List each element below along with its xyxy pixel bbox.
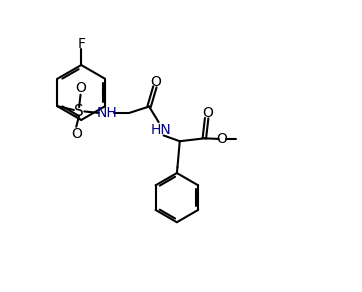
Text: O: O bbox=[216, 132, 227, 146]
Text: F: F bbox=[77, 37, 85, 51]
Text: S: S bbox=[74, 104, 84, 119]
Text: HN: HN bbox=[150, 123, 171, 137]
Text: NH: NH bbox=[96, 106, 117, 120]
Text: O: O bbox=[75, 81, 86, 95]
Text: O: O bbox=[71, 127, 82, 141]
Text: O: O bbox=[151, 75, 161, 89]
Text: O: O bbox=[202, 106, 213, 120]
